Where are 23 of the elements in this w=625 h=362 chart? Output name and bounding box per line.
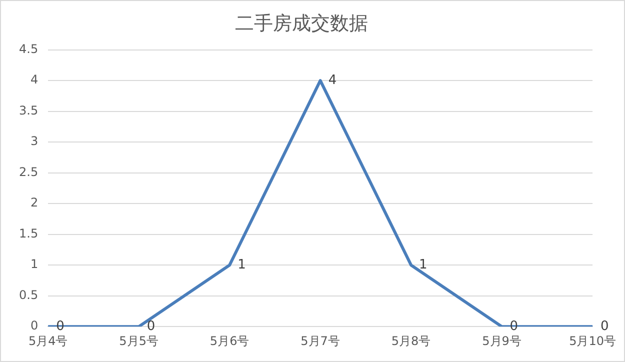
x-tick-label: 5月6号 [210,334,250,348]
y-tick-label: 3 [30,134,38,148]
y-tick-label: 3.5 [18,103,38,118]
x-tick-label: 5月7号 [300,334,340,348]
y-tick-label: 4 [30,72,38,87]
y-tick-label: 2 [30,196,38,210]
y-tick-label: 1 [30,257,38,272]
data-label: 4 [328,72,337,88]
x-tick-label: 5月5号 [119,334,158,348]
y-tick-label: 0.5 [18,288,38,302]
y-tick-label: 4.5 [18,42,38,56]
data-label: 1 [238,257,246,272]
x-tick-label: 5月4号 [28,334,68,348]
data-label: 0 [600,318,609,334]
y-tick-label: 2.5 [18,164,38,179]
y-tick-label: 1.5 [18,226,38,240]
y-tick-label: 0 [30,318,38,333]
data-label: 0 [146,318,156,334]
chart-title: 二手房成交数据 [235,12,368,34]
x-tick-label: 5月9号 [482,334,522,348]
x-tick-label: 5月10号 [569,334,616,348]
data-label: 1 [419,257,428,272]
x-tick-label: 5月8号 [391,334,431,348]
